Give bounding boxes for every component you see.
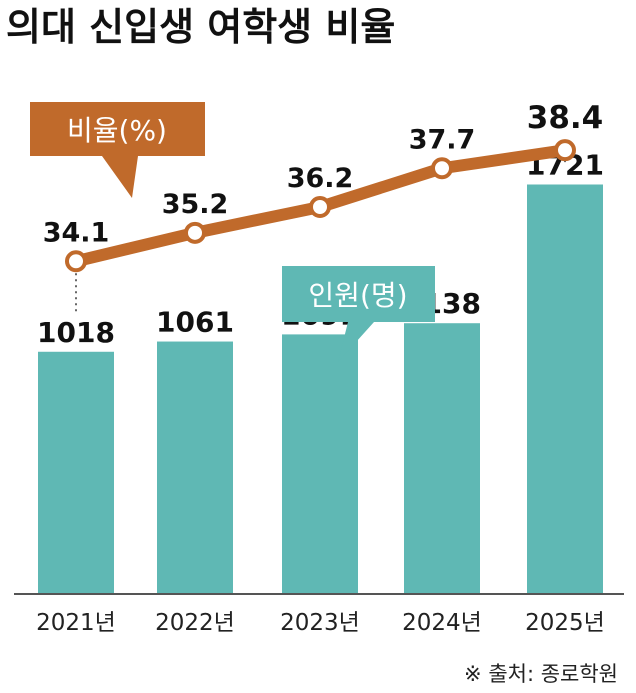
- source-note: ※ 출처: 종로학원: [464, 662, 618, 686]
- bar-3: [282, 334, 358, 594]
- x-tick-label-4: 2024년: [402, 610, 482, 636]
- x-tick-label-1: 2021년: [36, 610, 116, 636]
- line-legend-label: 비율(%): [67, 114, 167, 147]
- bar-1: [38, 351, 114, 594]
- line-point-2: [184, 221, 206, 244]
- bar-legend-callout: 인원(명): [282, 266, 435, 362]
- x-axis-ticks: 2021년 2022년 2023년 2024년 2025년: [36, 610, 605, 636]
- line-value-label-1: 34.1: [43, 217, 110, 248]
- line-value-label-3: 36.2: [287, 163, 354, 194]
- bar-value-label-1: 1018: [37, 316, 115, 349]
- line-callout-box: [30, 102, 205, 198]
- chart-title: 의대 신입생 여학생 비율: [6, 5, 395, 49]
- line-point-3: [309, 196, 331, 218]
- bar-series: [38, 184, 603, 595]
- line-point-4: [431, 157, 453, 180]
- line-series: [65, 139, 576, 273]
- bar-2: [157, 341, 233, 594]
- line-point-5: [554, 139, 576, 162]
- x-tick-label-2: 2022년: [155, 610, 235, 636]
- bar-legend-label: 인원(명): [308, 279, 407, 312]
- dotted-connectors: [75, 144, 566, 312]
- line-value-label-2: 35.2: [162, 189, 229, 220]
- line-legend-callout: 비율(%): [30, 102, 205, 198]
- bar-value-label-2: 1061: [156, 306, 234, 339]
- bar-4: [404, 323, 480, 594]
- x-tick-label-5: 2025년: [525, 610, 605, 636]
- x-tick-label-3: 2023년: [280, 610, 360, 636]
- line-value-labels: 34.1 35.2 36.2 37.7 38.4: [43, 100, 604, 248]
- line-value-label-4: 37.7: [409, 124, 476, 155]
- line-value-label-5: 38.4: [527, 100, 604, 136]
- bar-5: [527, 184, 603, 595]
- bar-callout-box: [282, 266, 435, 362]
- line-point-1: [65, 250, 87, 273]
